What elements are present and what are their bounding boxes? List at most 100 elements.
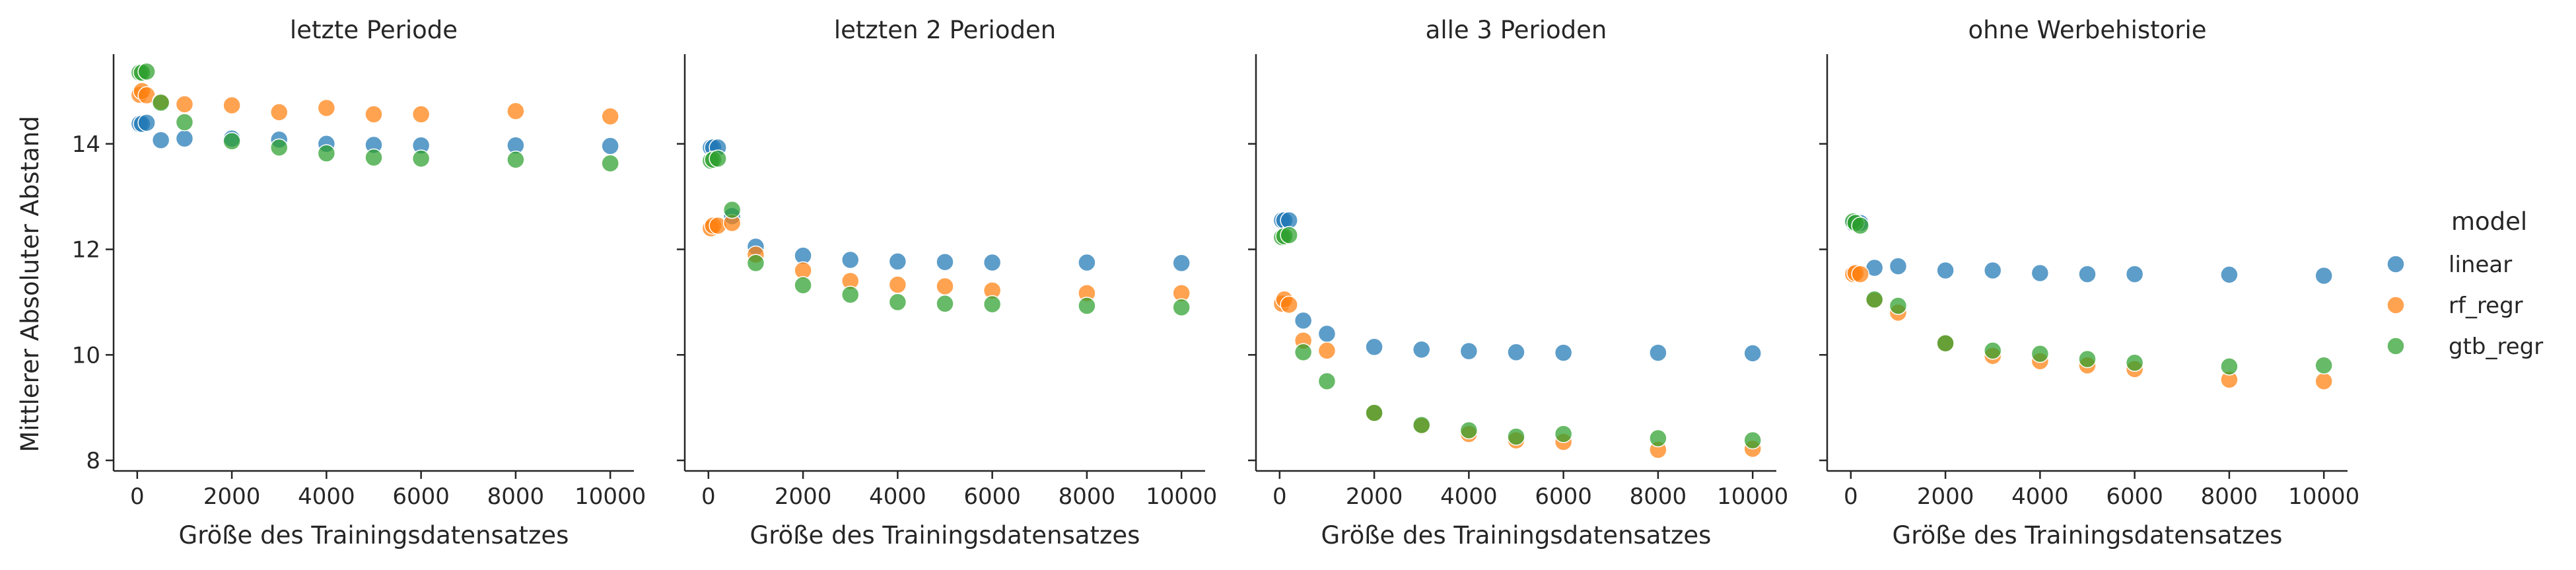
data-point (1078, 297, 1096, 315)
x-tick-label: 6000 (1535, 483, 1592, 510)
legend-marker (2386, 296, 2405, 314)
data-point (1294, 311, 1313, 330)
data-point (1865, 290, 1884, 309)
data-point (175, 113, 194, 131)
x-axis-label: Größe des Trainingsdatensatzes (179, 521, 569, 550)
data-point (317, 98, 336, 118)
data-point (365, 105, 383, 124)
data-point (2220, 266, 2239, 284)
series-linear (1272, 211, 1762, 363)
data-point (1317, 372, 1337, 390)
x-tick-label: 10000 (1146, 483, 1217, 510)
series-gtb_regr (1272, 226, 1762, 450)
data-point (175, 129, 194, 148)
panel-3: alle 3 Perioden 0 2000 4000 6000 8000 10000Grö… (1248, 16, 1788, 550)
x-tick-label: 8000 (2201, 483, 2258, 510)
legend: model linear rf_regr gtb_regr (2386, 207, 2543, 360)
data-point (2078, 265, 2097, 283)
data-point (1649, 343, 1667, 362)
data-point (794, 276, 812, 295)
series-gtb_regr (130, 62, 619, 173)
data-point (506, 150, 525, 169)
data-point (888, 275, 907, 294)
x-tick-label: 2000 (1346, 483, 1403, 510)
data-point (888, 252, 907, 271)
series-gtb_regr (701, 149, 1191, 317)
data-point (1507, 343, 1525, 362)
data-point (1280, 226, 1298, 244)
data-point (1412, 415, 1431, 435)
data-point (1317, 341, 1337, 360)
x-axis-label: Größe des Trainingsdatensatzes (1893, 521, 2283, 550)
data-point (269, 138, 289, 157)
x-tick-label: 4000 (298, 483, 355, 510)
x-axis-label: Größe des Trainingsdatensatzes (1321, 521, 1712, 550)
data-point (1936, 334, 1955, 353)
data-point (137, 114, 156, 132)
data-point (601, 154, 619, 173)
x-tick-label: 10000 (574, 483, 646, 510)
data-point (2125, 353, 2144, 373)
data-point (983, 253, 1002, 272)
x-tick-label: 4000 (869, 483, 926, 510)
data-point (137, 62, 156, 81)
data-point (1743, 431, 1762, 450)
panel-2: letzten 2 Perioden 0 2000 4000 6000 8000 10000… (677, 16, 1217, 550)
data-point (223, 96, 241, 115)
data-point (175, 95, 194, 114)
data-point (1649, 429, 1667, 448)
data-point (223, 132, 241, 151)
data-point (1459, 421, 1479, 440)
x-axis-label: Größe des Trainingsdatensatzes (750, 521, 1140, 550)
data-point (1507, 427, 1525, 446)
data-point (1889, 297, 1908, 315)
y-tick-label: 12 (72, 237, 100, 264)
data-point (841, 250, 860, 269)
y-tick-label: 8 (86, 448, 100, 474)
data-point (1317, 324, 1337, 343)
data-point (1172, 254, 1191, 273)
data-point (1983, 261, 2002, 280)
legend-marker (2386, 337, 2405, 355)
data-point (1294, 343, 1313, 362)
data-point (151, 93, 170, 112)
data-point (2125, 265, 2144, 283)
y-axis-label: Mittlerer Absoluter Abstand (16, 116, 44, 452)
x-tick-label: 0 (701, 483, 716, 510)
data-point (709, 149, 727, 168)
data-point (1365, 404, 1383, 422)
data-point (1936, 261, 1955, 280)
series-rf_regr (1844, 264, 2333, 390)
data-point (2078, 349, 2097, 369)
x-tick-label: 4000 (2011, 483, 2069, 510)
x-tick-label: 2000 (1917, 483, 1974, 510)
x-tick-label: 10000 (1717, 483, 1788, 510)
data-point (936, 295, 954, 313)
data-point (1172, 298, 1191, 317)
data-point (2315, 356, 2333, 375)
legend-marker (2386, 255, 2405, 273)
x-tick-label: 8000 (487, 483, 545, 510)
x-tick-label: 10000 (2288, 483, 2359, 510)
data-point (1554, 425, 1573, 443)
series-rf_regr (130, 82, 619, 126)
data-point (746, 254, 765, 273)
data-point (411, 105, 431, 124)
data-point (983, 295, 1002, 314)
panel-title: letzte Periode (290, 16, 458, 44)
panel-title: letzten 2 Perioden (834, 16, 1056, 44)
data-point (1743, 344, 1762, 363)
data-point (365, 148, 383, 167)
legend-title: model (2451, 207, 2527, 236)
panel-title: ohne Werbehistorie (1968, 16, 2206, 44)
data-point (722, 200, 742, 219)
data-point (1459, 341, 1479, 361)
series-gtb_regr (1844, 212, 2333, 376)
panel-1: letzte Periode 8 10 12 14 0 2000 4000 6000 8000 10… (72, 16, 646, 550)
data-point (1078, 253, 1096, 272)
series-linear (1844, 213, 2333, 285)
legend-label: gtb_regr (2449, 334, 2543, 360)
data-point (1280, 295, 1298, 314)
x-tick-label: 2000 (203, 483, 261, 510)
